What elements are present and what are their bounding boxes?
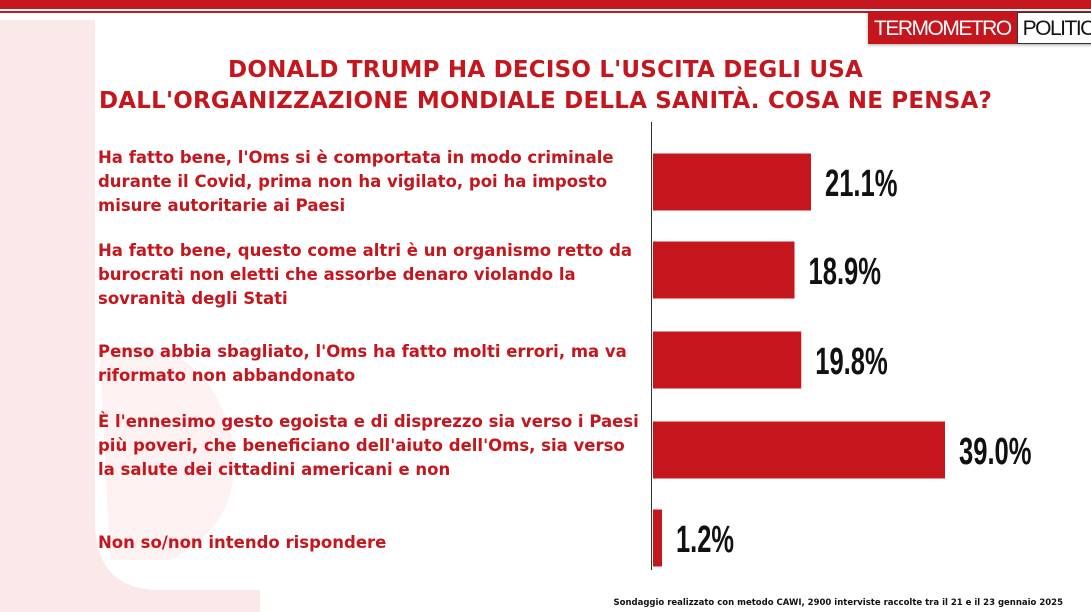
- category-label-2: Ha fatto bene, questo come altri è un or…: [98, 241, 633, 308]
- logo-text-right: POLITICO: [1016, 12, 1091, 44]
- value-label-5: 1.2%: [676, 519, 734, 561]
- bar-2: [653, 241, 795, 299]
- chart-title: DONALD TRUMP HA DECISO L'USCITA DEGLI US…: [0, 55, 1091, 117]
- logo-text-left: TERMOMETRO: [868, 12, 1017, 44]
- bar-5: [653, 509, 662, 567]
- chart-title-line-1: DONALD TRUMP HA DECISO L'USCITA DEGLI US…: [228, 57, 863, 83]
- chart-title-line-2: DALL'ORGANIZZAZIONE MONDIALE DELLA SANIT…: [98, 88, 993, 114]
- category-label-4: È l'ennesimo gesto egoista e di disprezz…: [98, 412, 639, 479]
- value-label-3: 19.8%: [815, 341, 888, 383]
- bar-1: [653, 153, 811, 211]
- value-label-4: 39.0%: [959, 431, 1032, 473]
- termometro-politico-logo: TERMOMETRO POLITICO: [868, 12, 1091, 44]
- top-accent-bar: [0, 0, 1091, 9]
- background-watermark: [0, 20, 260, 612]
- bar-4: [653, 421, 945, 479]
- value-label-1: 21.1%: [825, 163, 898, 205]
- category-label-3: Penso abbia sbagliato, l'Oms ha fatto mo…: [98, 342, 627, 385]
- category-label-5: Non so/non intendo rispondere: [98, 533, 387, 552]
- value-label-2: 18.9%: [809, 251, 882, 293]
- top-accent-line: [0, 11, 1091, 13]
- survey-footnote: Sondaggio realizzato con metodo CAWI, 29…: [613, 598, 1063, 608]
- category-label-1: Ha fatto bene, l'Oms si è comportata in …: [98, 148, 614, 215]
- bar-3: [653, 331, 802, 389]
